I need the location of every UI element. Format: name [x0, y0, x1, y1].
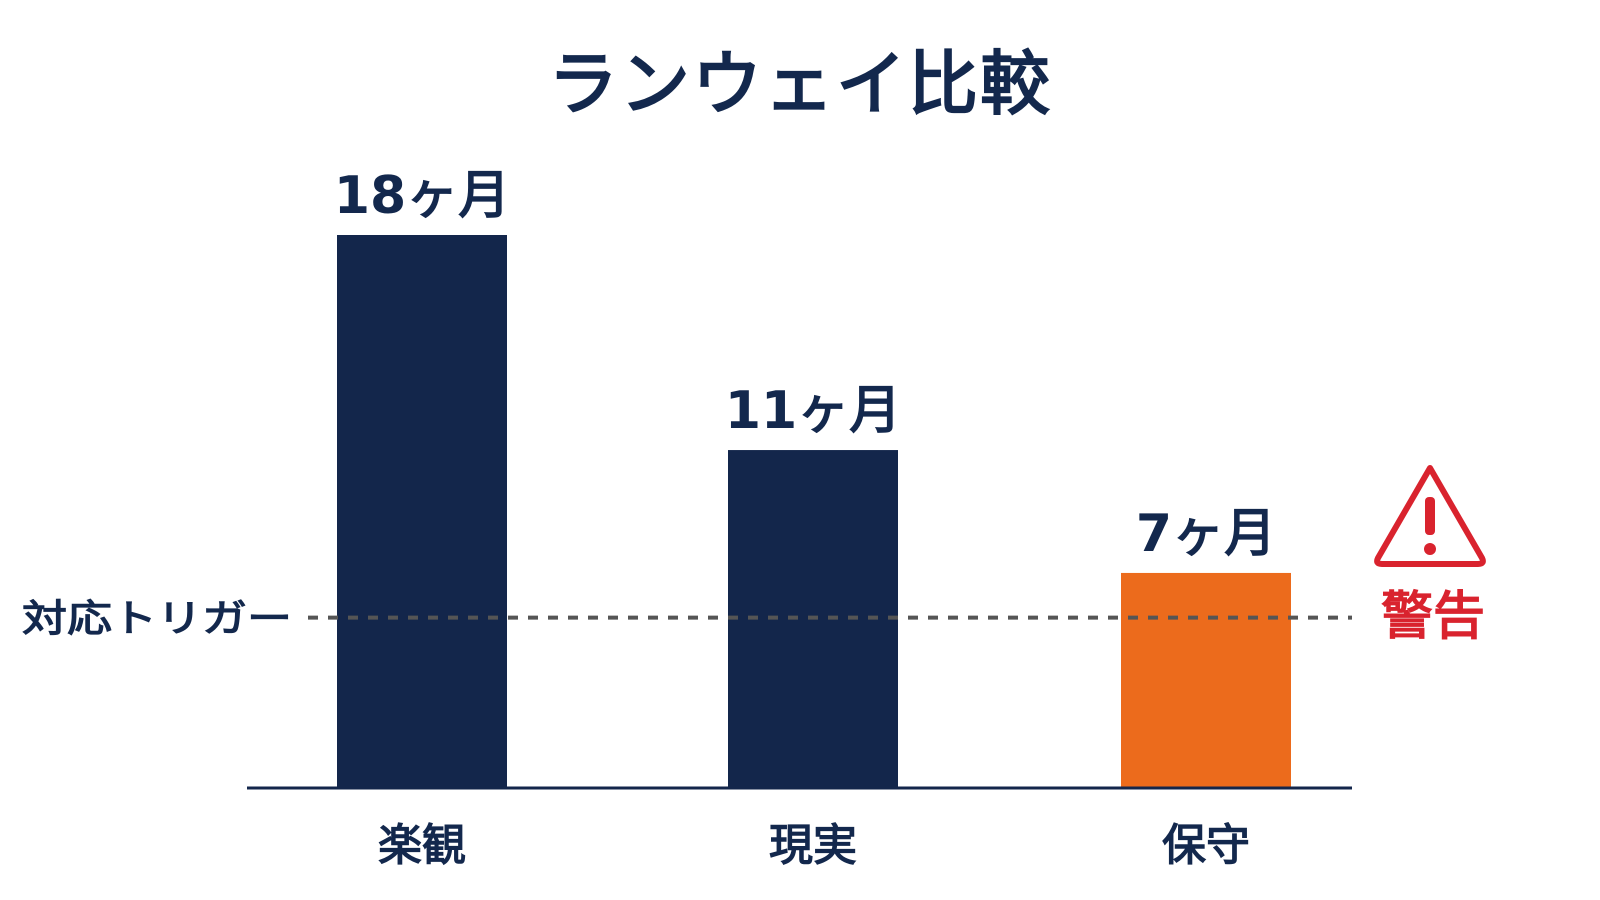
warning-triangle-icon: [1374, 465, 1486, 567]
warning-exclamation-bar: [1425, 497, 1435, 535]
bar-1: [337, 235, 507, 788]
bar-3: [1121, 572, 1291, 788]
category-label-2: 現実: [769, 820, 857, 871]
category-label-1: 楽観: [378, 820, 466, 871]
chart-title: ランウェイ比較: [548, 43, 1052, 125]
trigger-reference-label: 対応トリガー: [22, 597, 292, 641]
warning-exclamation-dot: [1424, 543, 1436, 555]
bar-value-label-1: 18ヶ月: [334, 166, 510, 226]
bar-value-label-2: 11ヶ月: [725, 381, 901, 441]
warning-label: 警告: [1381, 587, 1485, 647]
bar-value-label-3: 7ヶ月: [1136, 504, 1276, 564]
category-label-3: 保守: [1162, 820, 1250, 871]
warning-group: 警告: [1374, 465, 1486, 647]
